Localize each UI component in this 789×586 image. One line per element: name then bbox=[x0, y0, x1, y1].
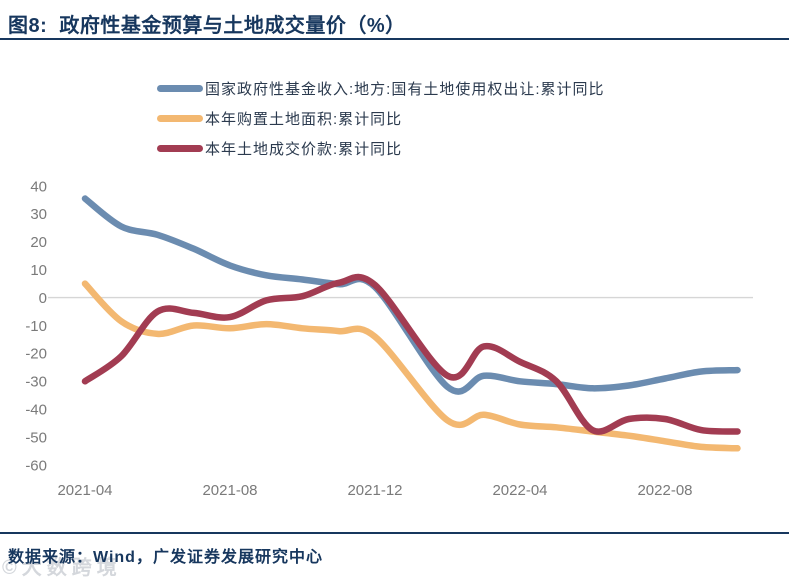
legend-label: 本年购置土地面积:累计同比 bbox=[205, 110, 403, 128]
legend-item-land-value: 本年土地成交价款:累计同比 bbox=[157, 137, 605, 159]
x-tick-label: 2022-08 bbox=[637, 482, 692, 499]
series-line-1 bbox=[81, 280, 741, 452]
y-tick-label: -60 bbox=[25, 457, 47, 474]
legend-swatch-blue bbox=[157, 84, 203, 92]
legend-item-land-area: 本年购置土地面积:累计同比 bbox=[157, 107, 605, 129]
y-tick-label: -20 bbox=[25, 346, 47, 363]
y-tick-label: 40 bbox=[30, 178, 47, 195]
y-tick-label: -40 bbox=[25, 401, 47, 418]
site-watermark: ©大数跨境 bbox=[2, 557, 122, 579]
footer-rule bbox=[0, 532, 789, 534]
chart-legend: 国家政府性基金收入:地方:国有土地使用权出让:累计同比 本年购置土地面积:累计同… bbox=[157, 77, 605, 167]
y-tick-label: 10 bbox=[30, 262, 47, 279]
legend-label: 国家政府性基金收入:地方:国有土地使用权出让:累计同比 bbox=[205, 80, 605, 98]
x-tick-label: 2021-04 bbox=[57, 482, 112, 499]
legend-label: 本年土地成交价款:累计同比 bbox=[205, 140, 403, 158]
y-tick-label: -50 bbox=[25, 429, 47, 446]
x-tick-label: 2021-08 bbox=[202, 482, 257, 499]
data-source-note: 数据来源：Wind，广发证券发展研究中心 bbox=[8, 549, 323, 566]
legend-swatch-red bbox=[157, 144, 203, 152]
legend-item-fund-income: 国家政府性基金收入:地方:国有土地使用权出让:累计同比 bbox=[157, 77, 605, 99]
x-tick-label: 2022-04 bbox=[492, 482, 547, 499]
header-rule bbox=[0, 38, 789, 40]
series-line-0 bbox=[81, 195, 741, 395]
y-tick-label: 20 bbox=[30, 234, 47, 251]
y-tick-label: 0 bbox=[39, 290, 47, 307]
y-tick-label: -10 bbox=[25, 318, 47, 335]
series-line-2 bbox=[81, 273, 741, 435]
figure-title: 图8: 政府性基金预算与土地成交量价（%） bbox=[8, 15, 406, 37]
y-tick-label: 30 bbox=[30, 206, 47, 223]
x-tick-label: 2021-12 bbox=[347, 482, 402, 499]
y-tick-label: -30 bbox=[25, 374, 47, 391]
legend-swatch-orange bbox=[157, 114, 203, 122]
